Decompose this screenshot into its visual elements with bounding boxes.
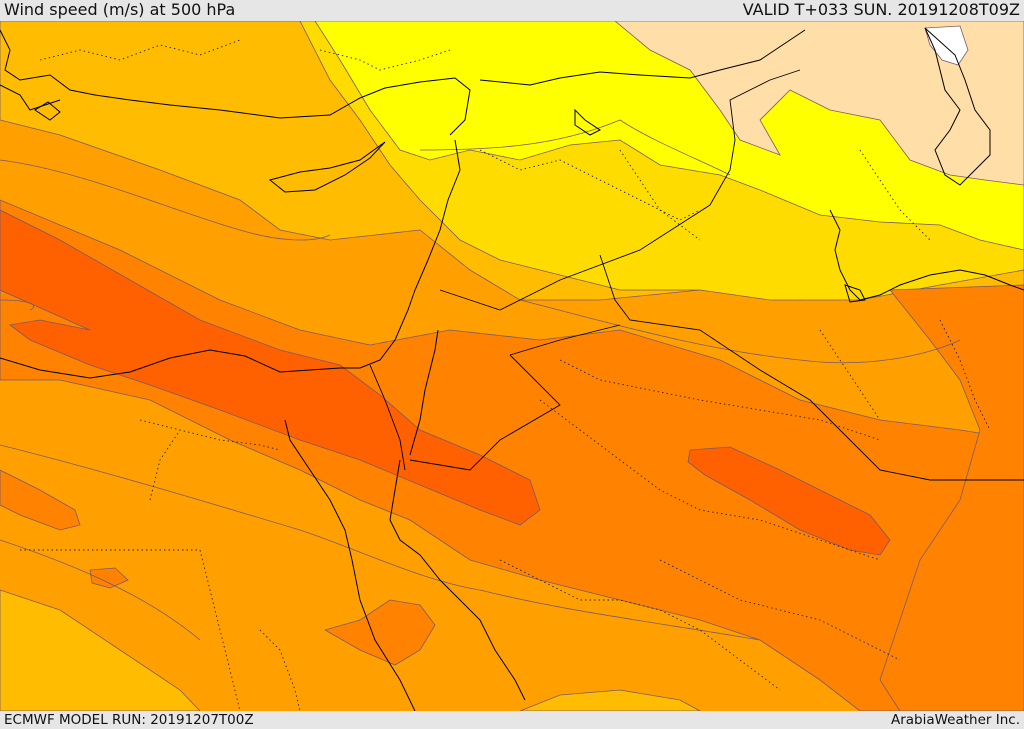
- pocket-2: [0, 469, 81, 531]
- band-orange: [0, 199, 1024, 711]
- credit: ArabiaWeather Inc.: [890, 712, 1020, 728]
- jet-core-2: [687, 446, 891, 556]
- wind-contours: [0, 119, 961, 641]
- map-title: Wind speed (m/s) at 500 hPa: [4, 0, 236, 19]
- band-amber-bottom: [519, 689, 701, 711]
- pocket-1: [89, 567, 129, 589]
- footer-bar: ECMWF MODEL RUN: 20191207T00Z ArabiaWeat…: [0, 711, 1024, 729]
- wind-speed-map: [0, 21, 1024, 711]
- borders: [369, 69, 1024, 481]
- header-bar: Wind speed (m/s) at 500 hPa VALID T+033 …: [0, 0, 1024, 21]
- pocket-3: [323, 599, 436, 666]
- valid-time: VALID T+033 SUN. 20191208T09Z: [742, 0, 1020, 19]
- coastlines: [0, 27, 1024, 711]
- band-amber-lower: [0, 589, 201, 711]
- band-orange-right: [879, 284, 1024, 711]
- model-run: ECMWF MODEL RUN: 20191207T00Z: [4, 712, 254, 728]
- dotted-boundaries: [20, 39, 991, 711]
- band-calm: [924, 25, 969, 66]
- band-peach: [614, 21, 1024, 186]
